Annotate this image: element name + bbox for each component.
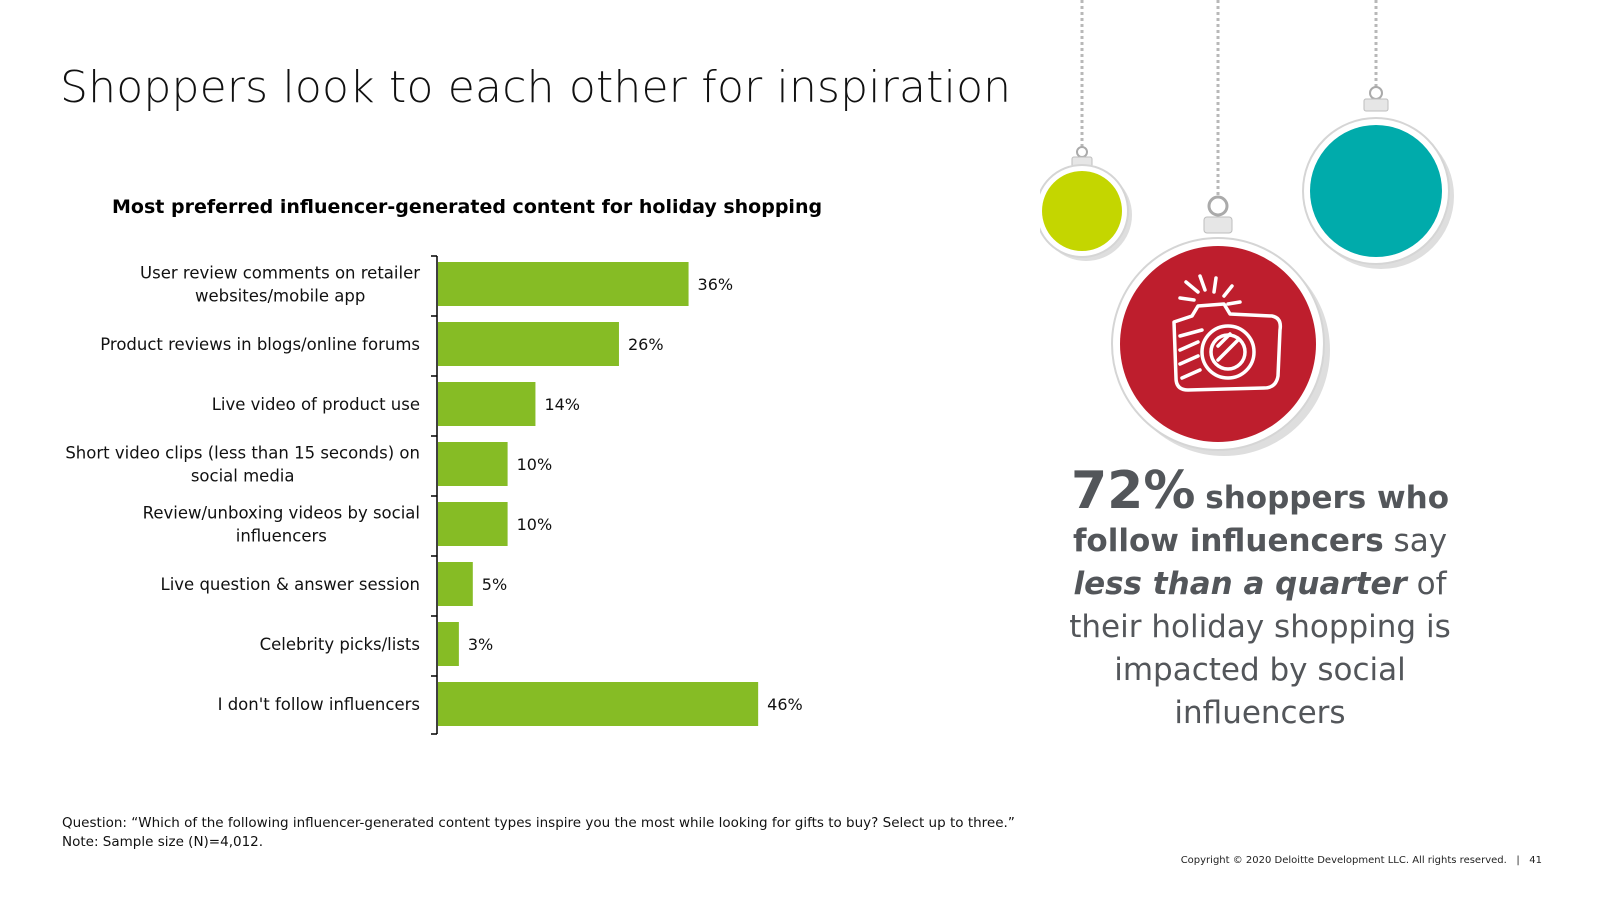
bar <box>438 682 759 726</box>
callout-bold: shoppers who follow influencers <box>1072 480 1450 559</box>
bar <box>438 502 508 546</box>
green-ornament <box>1040 0 1132 261</box>
category-label: User review comments on retailer <box>140 264 420 283</box>
category-label: Celebrity picks/lists <box>260 635 420 654</box>
chart-title: Most preferred influencer-generated cont… <box>112 196 823 218</box>
slide-title: Shoppers look to each other for inspirat… <box>60 62 1012 113</box>
data-label: 10% <box>517 515 553 534</box>
category-label: Short video clips (less than 15 seconds)… <box>65 444 420 463</box>
callout-text: 72% shoppers who follow influencers say … <box>1040 465 1480 735</box>
bar-chart: 36% User review comments on retailer websi… <box>65 255 803 735</box>
category-label: social media <box>191 467 295 486</box>
callout-rest: their holiday shopping is impacted by so… <box>1069 609 1451 731</box>
category-label: Product reviews in blogs/online forums <box>100 335 420 354</box>
category-label: Live video of product use <box>212 395 420 414</box>
bar <box>438 262 689 306</box>
bar <box>438 562 473 606</box>
category-label: websites/mobile app <box>195 287 365 306</box>
callout-stat: 72% <box>1070 461 1196 521</box>
ornaments-illustration <box>1040 0 1454 456</box>
data-label: 5% <box>482 575 507 594</box>
callout-say: say <box>1393 523 1448 559</box>
copyright: Copyright © 2020 Deloitte Development LL… <box>1181 855 1542 866</box>
footnote-note: Note: Sample size (N)=4,012. <box>62 834 264 850</box>
copyright-text: Copyright © 2020 Deloitte Development LL… <box>1180 855 1507 866</box>
category-label: influencers <box>236 527 327 546</box>
category-label: Review/unboxing videos by social <box>143 504 420 523</box>
bar <box>438 382 536 426</box>
camera-icon <box>1172 274 1283 392</box>
footnote-question: Question: “Which of the following influe… <box>62 815 1015 831</box>
bar <box>438 322 619 366</box>
red-ornament <box>1111 0 1330 456</box>
teal-ornament <box>1302 0 1454 269</box>
bar <box>438 442 508 486</box>
data-label: 3% <box>468 635 493 654</box>
bar <box>438 622 459 666</box>
page-number: 41 <box>1529 855 1542 866</box>
data-label: 36% <box>698 275 734 294</box>
callout-emphasis: less than a quarter <box>1073 566 1407 602</box>
data-label: 10% <box>517 455 553 474</box>
data-label: 46% <box>767 695 803 714</box>
category-label: I don't follow influencers <box>218 695 420 714</box>
separator: | <box>1516 855 1520 866</box>
data-label: 26% <box>628 335 664 354</box>
category-label: Live question & answer session <box>161 575 421 594</box>
callout-of: of <box>1416 566 1447 602</box>
footnote: Question: “Which of the following influe… <box>62 814 1015 852</box>
data-label: 14% <box>544 395 580 414</box>
